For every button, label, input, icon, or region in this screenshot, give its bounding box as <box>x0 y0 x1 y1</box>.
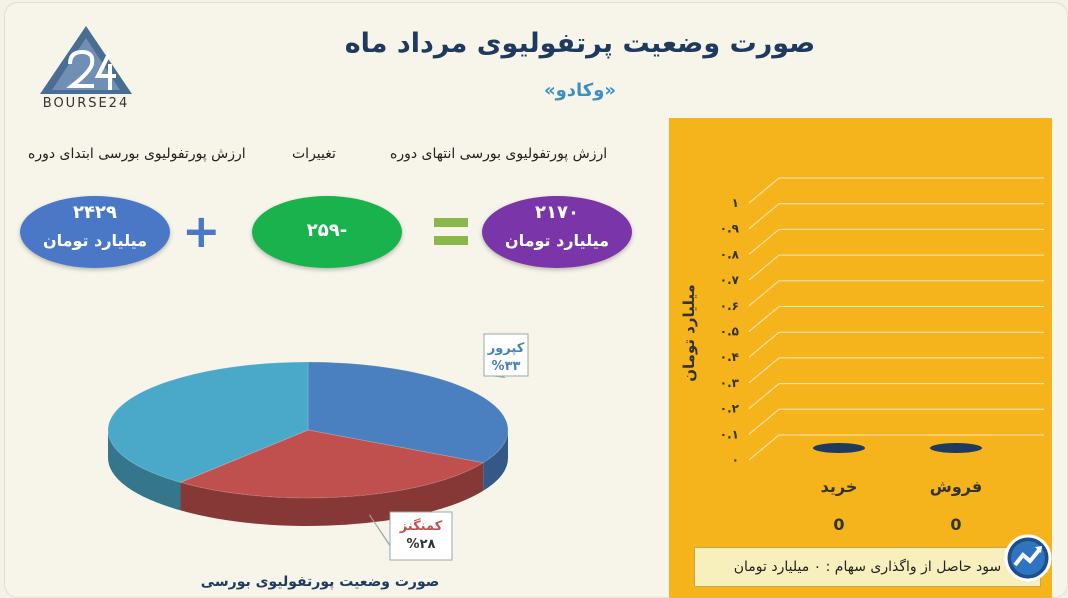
y-tick-label: ۰.۱ <box>720 427 739 441</box>
y-tick-label: ۰.۷ <box>720 273 740 287</box>
pie-callout-1: کمنگنز %۲۸ <box>369 511 453 561</box>
grid-diag-7 <box>748 254 780 281</box>
y-tick-label: ۰ <box>732 453 739 467</box>
change-value-ellipse: -۲۵۹ <box>252 196 402 268</box>
grid-diag-0 <box>748 434 780 461</box>
y-tick-label: ۰.۳ <box>720 376 740 390</box>
profit-note: سود حاصل از واگذاری سهام : ۰ میلیارد توم… <box>694 547 1041 587</box>
grid-diag-9 <box>748 203 780 230</box>
logo-mark <box>40 26 132 94</box>
start-value: ۲۴۲۹ <box>73 202 117 223</box>
page-subtitle: «وکادو» <box>543 80 617 101</box>
x-category-label: خرید <box>821 477 858 496</box>
y-tick-label: ۰.۸ <box>720 247 740 261</box>
pie-value-label-0: %۳۳ <box>492 359 521 374</box>
pie-slice-2 <box>107 361 309 483</box>
pie-slice-0 <box>307 361 509 464</box>
start-value-unit: میلیارد تومان <box>42 231 148 250</box>
pie-chart: کپرور %۳۳ کمنگنز %۲۸ <box>107 333 529 561</box>
change-label: تغییرات <box>292 146 336 162</box>
y-tick-label: ۰.۶ <box>720 299 739 313</box>
pie-chart-title: صورت وضعیت پورتفولیوی بورسی <box>200 574 440 590</box>
bar-0-top <box>813 443 865 453</box>
grid-diag-10 <box>748 177 780 204</box>
end-value-ellipse: ۲۱۷۰ میلیارد تومان <box>482 196 632 268</box>
pie-slice-side-2 <box>108 430 181 511</box>
pie-slice-1 <box>178 429 485 499</box>
grid-diag-1 <box>748 408 780 435</box>
equals-symbol <box>434 218 468 248</box>
bar-value-label: 0 <box>833 515 844 534</box>
grid-diag-4 <box>748 331 780 358</box>
grid-diag-3 <box>748 357 780 384</box>
pie-callout-0: کپرور %۳۳ <box>483 333 529 379</box>
x-category-label: فروش <box>930 477 982 496</box>
grid-diag-5 <box>748 306 780 332</box>
start-value-label: ارزش پورتفولیوی بورسی ابتدای دوره <box>28 146 246 162</box>
end-value-label: ارزش پورتفولیوی بورسی انتهای دوره <box>390 146 608 162</box>
change-value: -۲۵۹ <box>306 220 348 241</box>
pie-label-0: کپرور <box>487 341 525 356</box>
page-title: صورت وضعیت پرتفولیوی مرداد ماه <box>344 28 816 59</box>
grid-diag-6 <box>748 280 780 307</box>
pie-label-1: کمنگنز <box>399 518 443 534</box>
y-tick-label: ۰.۹ <box>720 222 740 236</box>
y-tick-label: ۱ <box>732 196 739 210</box>
logo-text: BOURSE24 <box>42 96 130 111</box>
pie-slice-side-0 <box>483 430 508 491</box>
end-value: ۲۱۷۰ <box>535 202 579 223</box>
bar-value-label: 0 <box>950 515 961 534</box>
bourse24-logo: BOURSE24 <box>36 24 136 116</box>
pie-slice-side-1 <box>180 462 484 526</box>
bar-chart: ۰ ۰.۱ ۰.۲ ۰.۳ ۰.۴ ۰.۵ ۰.۶ ۰.۷ ۰.۸ ۰.۹ ۱ میلیارد توم… <box>680 177 1044 534</box>
pie-value-label-1: %۲۸ <box>407 537 436 552</box>
bar-1-top <box>930 443 982 453</box>
grid-diag-2 <box>748 383 780 409</box>
grid-diag-8 <box>748 229 780 255</box>
trend-chart-icon <box>1003 533 1053 583</box>
y-tick-label: ۰.۲ <box>720 402 740 416</box>
y-tick-label: ۰.۵ <box>720 325 739 339</box>
y-axis-label: میلیارد تومان <box>680 284 698 382</box>
y-tick-label: ۰.۴ <box>720 350 739 364</box>
plus-symbol: + <box>182 204 221 258</box>
start-value-ellipse: ۲۴۲۹ میلیارد تومان <box>20 196 170 268</box>
end-value-unit: میلیارد تومان <box>504 231 610 250</box>
